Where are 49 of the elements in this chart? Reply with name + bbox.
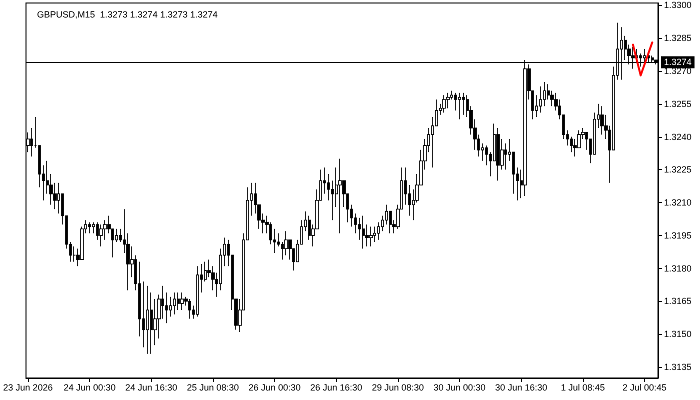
candlestick [369,226,373,247]
x-tick-label: 29 Jun 08:30 [372,382,424,392]
candlestick [504,142,507,170]
candlestick [442,94,446,114]
y-tick-label: 1.3180 [664,263,692,274]
candlestick [196,266,199,317]
x-tick-label: 26 Jun 16:30 [310,382,362,392]
candlestick [373,226,376,242]
candlestick [180,292,184,310]
y-tick-label: 1.3285 [664,33,692,44]
candlestick [600,106,604,135]
y-tick-label: 1.3210 [664,198,692,208]
x-tick-label: 25 Jun 08:30 [186,382,239,392]
candlestick [458,92,461,120]
y-tick-label: 1.3135 [664,362,692,372]
y-tick-label: 1.3195 [664,230,692,240]
y-tick-label: 1.3270 [664,66,692,76]
candlestick [446,92,450,109]
candlestick [146,285,149,354]
candlestick [73,246,76,262]
candlestick [496,128,500,182]
y-tick-label: 1.3225 [664,164,692,175]
y-tick-label: 1.3240 [664,132,692,142]
y-tick-label: 1.3150 [664,329,692,340]
candlestick [188,298,191,320]
x-tick-label: 23 Jun 2026 [3,382,53,392]
candlestick [362,215,365,250]
x-tick-label: 26 Jun 00:30 [248,382,301,392]
candlestick [338,158,342,234]
x-tick-label: 30 Jun 00:30 [434,382,486,392]
x-tick-label: 24 Jun 00:30 [64,382,116,392]
x-tick-label: 30 Jun 16:30 [495,382,548,392]
candlestick [99,224,103,247]
candlestick [177,292,180,310]
candlestick [462,92,465,116]
candlestick [284,230,288,256]
candlestick [88,222,91,234]
text: GBPUSD,M15 1.3273 1.3274 1.3273 1.3274 [37,10,218,20]
candlestick [173,292,176,315]
ref-line-label: 1.3274 [664,57,692,68]
x-tick-label: 2 Jul 00:45 [622,382,667,392]
y-tick-label: 1.3255 [664,98,692,109]
x-tick-label: 1 Jul 08:45 [560,382,605,392]
y-tick-label: 1.3165 [664,296,692,306]
candlestick [643,48,646,63]
line-series [632,41,654,76]
y-tick-label: 1.3300 [664,0,692,10]
candlestick [539,86,542,114]
x-tick-label: 24 Jun 16:30 [125,382,178,392]
